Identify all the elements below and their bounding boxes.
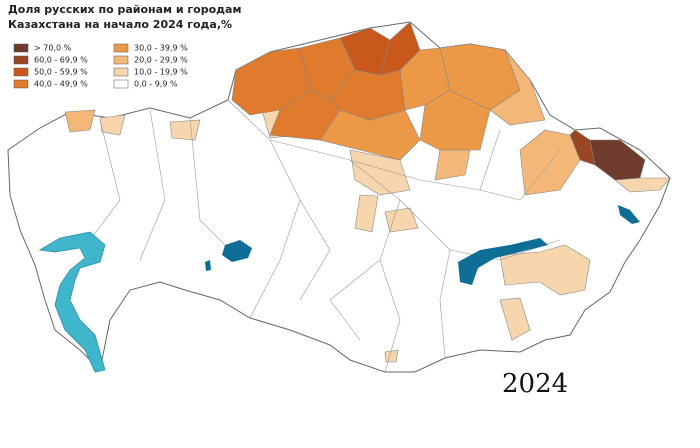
district <box>589 139 646 181</box>
district <box>169 119 201 141</box>
legend-swatch <box>13 43 29 53</box>
district <box>349 149 411 196</box>
lake-aral <box>222 240 252 262</box>
district <box>384 349 399 363</box>
district <box>499 244 591 296</box>
district <box>384 207 419 233</box>
legend-swatch <box>113 43 129 53</box>
lake-balkhash <box>458 238 548 285</box>
district <box>99 114 126 136</box>
legend-label: 0,0 - 9,9 % <box>134 80 178 89</box>
district <box>354 194 379 233</box>
legend-swatch <box>13 55 29 65</box>
title-line-2: Казахстана на начало 2024 года,% <box>8 18 232 31</box>
legend-swatch <box>13 67 29 77</box>
legend-swatch <box>13 79 29 89</box>
legend-label: 60,0 - 69,9 % <box>34 56 88 65</box>
district <box>231 47 311 116</box>
lakes <box>205 205 640 285</box>
legend-label: 50,0 - 59,9 % <box>34 68 88 77</box>
legend-label: 20,0 - 29,9 % <box>134 56 188 65</box>
caspian-sea <box>38 231 106 373</box>
legend-label: 30,0 - 39,9 % <box>134 44 188 53</box>
legend-swatch <box>113 67 129 77</box>
legend-label: > 70,0 % <box>34 44 72 53</box>
district <box>499 297 531 341</box>
year-label: 2024 <box>502 369 568 399</box>
legend-label: 40,0 - 49,9 % <box>34 80 88 89</box>
title-line-1: Доля русских по районам и городам <box>8 3 241 16</box>
legend: > 70,0 % 60,0 - 69,9 % 50,0 - 59,9 % 40,0 -… <box>13 43 188 89</box>
legend-label: 10,0 - 19,9 % <box>134 68 188 77</box>
district <box>569 129 596 166</box>
borders <box>89 99 561 373</box>
legend-swatch <box>113 79 129 89</box>
legend-swatch <box>113 55 129 65</box>
regions <box>7 21 671 373</box>
lake-small <box>205 260 211 271</box>
district <box>64 109 96 133</box>
water <box>38 231 106 373</box>
lake-zaysan <box>618 205 640 224</box>
